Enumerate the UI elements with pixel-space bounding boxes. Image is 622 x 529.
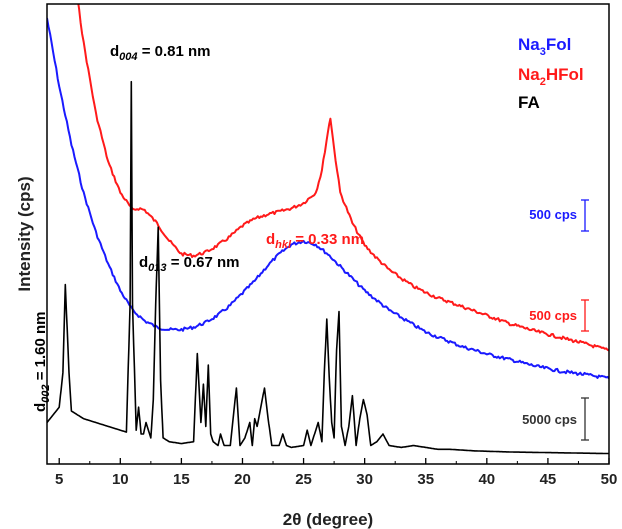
x-tick-label: 15 [173, 471, 190, 488]
peak-annotation-d002: d002 = 1.60 nm [32, 312, 52, 413]
peak-annotation-dhkl: dhkl = 0.33 nm [266, 231, 364, 251]
trace-layer [47, 4, 609, 455]
series-line-na2hfol [77, 4, 609, 352]
x-tick-label: 50 [601, 471, 618, 488]
legend-label-na3fol: Na3Fol [518, 35, 571, 58]
x-tick-label: 5 [55, 471, 63, 488]
x-tick-label: 45 [540, 471, 557, 488]
annotation-layer: 2θ (degree) Intensity (cps) Na3Fol Na2HFol F… [15, 35, 589, 529]
x-tick-label: 20 [234, 471, 251, 488]
x-tick-label: 25 [295, 471, 312, 488]
x-tick-label: 30 [356, 471, 373, 488]
legend-label-na2hfol: Na2HFol [518, 65, 584, 88]
y-axis-title: Intensity (cps) [15, 176, 34, 291]
peak-annotation-d013: d013 = 0.67 nm [139, 254, 240, 274]
x-tick-label: 35 [417, 471, 434, 488]
plot-frame [46, 3, 610, 465]
axes-layer: 5 10 15 20 25 30 35 40 45 50 [46, 3, 618, 488]
series-line-fa [47, 80, 609, 455]
series-line-na3fol [47, 17, 609, 380]
x-axis-title: 2θ (degree) [283, 510, 373, 529]
x-tick-label: 10 [112, 471, 129, 488]
x-tick-label: 40 [478, 471, 495, 488]
scale-label-fa: 5000 cps [522, 412, 577, 427]
peak-annotation-d004: d004 = 0.81 nm [110, 43, 211, 63]
scale-label-na3fol: 500 cps [529, 207, 577, 222]
legend-label-fa: FA [518, 93, 540, 112]
scale-label-na2hfol: 500 cps [529, 308, 577, 323]
